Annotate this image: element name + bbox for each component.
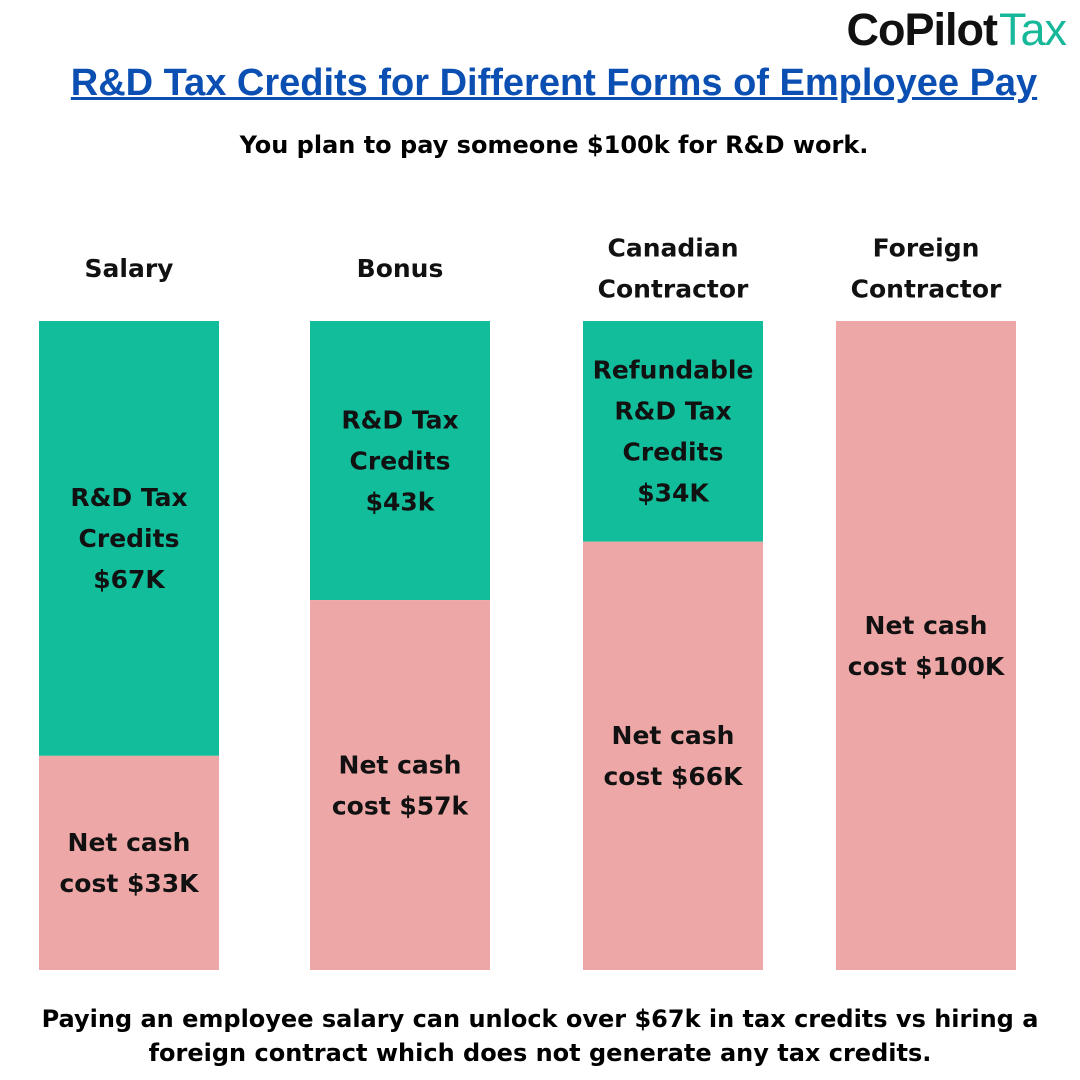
- data-label-tax-credits: Refundable: [593, 356, 754, 385]
- bar-segment-tax-credits: [583, 321, 763, 542]
- category-label: Salary: [85, 254, 174, 283]
- data-label-net-cash-cost: Net cash: [68, 828, 191, 857]
- data-label-net-cash-cost: cost $33K: [59, 869, 200, 898]
- data-label-tax-credits: $34K: [637, 479, 710, 508]
- data-label-tax-credits: R&D Tax: [614, 397, 731, 426]
- page-title: R&D Tax Credits for Different Forms of E…: [70, 62, 1038, 104]
- bar-segment-tax-credits: [310, 321, 490, 601]
- bar-segment-net-cash-cost: [39, 755, 219, 970]
- data-label-net-cash-cost: cost $100K: [848, 652, 1006, 681]
- category-label: Bonus: [357, 254, 444, 283]
- copilot-tax-logo: CoPilot Tax: [846, 4, 1067, 56]
- bar-segment-net-cash-cost: [836, 321, 1016, 970]
- data-label-tax-credits: R&D Tax: [341, 405, 458, 434]
- data-label-net-cash-cost: Net cash: [339, 750, 462, 779]
- data-label-net-cash-cost: Net cash: [865, 611, 988, 640]
- data-label-tax-credits: Credits: [79, 524, 180, 553]
- footer-note: Paying an employee salary can unlock ove…: [41, 1005, 1039, 1067]
- logo-wordmark: CoPilot: [846, 4, 997, 55]
- bar-segment-net-cash-cost: [583, 541, 763, 970]
- data-label-net-cash-cost: cost $57k: [332, 791, 470, 820]
- data-label-net-cash-cost: Net cash: [612, 721, 735, 750]
- data-label-tax-credits: Credits: [350, 446, 451, 475]
- page-subtitle: You plan to pay someone $100k for R&D wo…: [239, 131, 869, 159]
- bar-segment-tax-credits: [39, 321, 219, 756]
- bar-segment-net-cash-cost: [310, 600, 490, 970]
- data-label-tax-credits: $43k: [366, 487, 436, 516]
- category-label: Foreign: [873, 233, 980, 262]
- category-label: Contractor: [598, 274, 749, 303]
- data-label-tax-credits: $67K: [93, 565, 166, 594]
- logo-wordmark-accent: Tax: [998, 4, 1067, 55]
- data-label-net-cash-cost: cost $66K: [603, 762, 744, 791]
- data-label-tax-credits: R&D Tax: [70, 483, 187, 512]
- category-label: Contractor: [851, 274, 1002, 303]
- category-label: Canadian: [607, 233, 738, 262]
- data-label-tax-credits: Credits: [623, 438, 724, 467]
